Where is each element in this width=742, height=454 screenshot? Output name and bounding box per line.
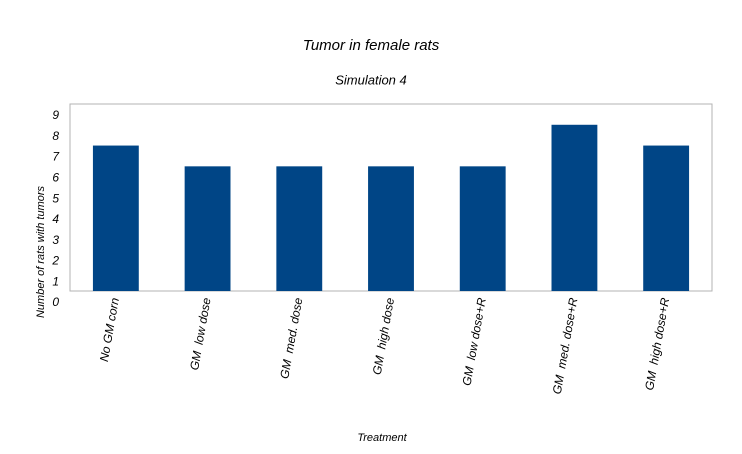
bar	[368, 166, 414, 291]
bar	[276, 166, 323, 291]
x-tick-label: GM high dose+R	[642, 296, 672, 391]
y-tick-label: 4	[52, 212, 59, 226]
y-tick-label: 7	[52, 150, 60, 164]
y-tick-label: 1	[52, 274, 59, 288]
y-tick-label: 6	[52, 171, 59, 185]
bar	[551, 124, 598, 292]
bar	[184, 166, 231, 291]
x-tick-label: No GM corn	[97, 296, 122, 362]
y-tick-label: 3	[52, 233, 59, 247]
y-tick-label: 2	[51, 254, 59, 268]
bar	[92, 145, 139, 291]
chart-subtitle: Simulation 4	[335, 72, 407, 87]
x-tick-label: GM med. dose+R	[550, 296, 581, 395]
y-tick-label: 8	[52, 129, 59, 143]
x-tick-label: GM low dose+R	[460, 296, 489, 386]
x-tick-label: GM low dose	[187, 296, 214, 371]
x-axis-label: Treatment	[357, 432, 407, 444]
x-tick-label: GM med. dose	[277, 296, 305, 380]
y-axis-label: Number of rats with tumors	[35, 185, 47, 318]
chart-title: Tumor in female rats	[303, 37, 440, 54]
y-tick-label: 9	[52, 108, 59, 122]
y-tick-label: 0	[52, 295, 59, 309]
bar	[459, 166, 506, 291]
bar	[643, 145, 690, 291]
y-tick-label: 5	[52, 191, 59, 205]
x-tick-label: GM high dose	[370, 296, 397, 376]
